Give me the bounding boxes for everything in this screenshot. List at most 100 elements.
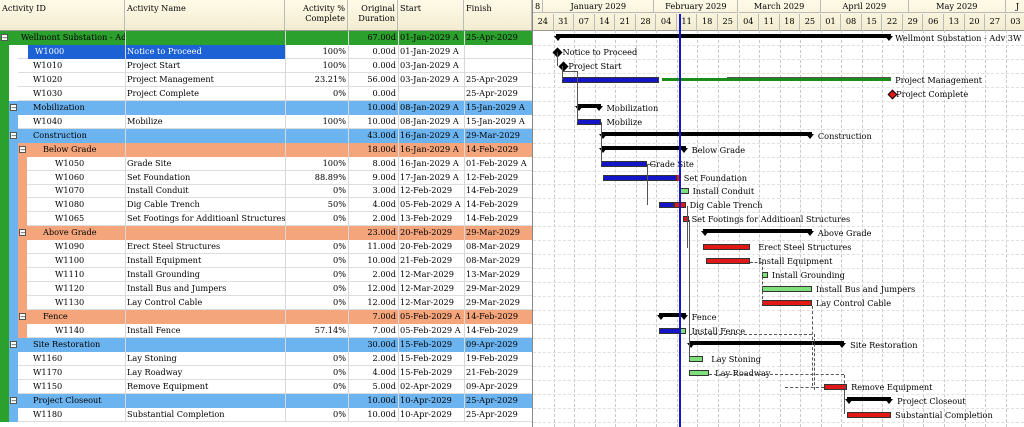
start-date-cell[interactable]: 05-Feb-2029 A bbox=[400, 311, 461, 321]
table-row[interactable]: W1140 Install Fence 57.14% 7.00d 05-Feb-2029… bbox=[0, 323, 532, 338]
table-row[interactable]: W1180 Substantial Completion 0% 10.00d 10-Ap… bbox=[0, 407, 532, 422]
start-date-cell[interactable]: 01-Jan-2029 A bbox=[400, 45, 459, 56]
finish-date-cell[interactable]: 15-Jan-2029 A bbox=[466, 101, 525, 112]
start-date-cell[interactable]: 03-Jan-2029 A bbox=[400, 73, 459, 84]
duration-cell[interactable]: 9.00d bbox=[372, 171, 396, 182]
start-date-cell[interactable]: 03-Jan-2029 A bbox=[400, 59, 459, 70]
duration-cell[interactable]: 0.00d bbox=[372, 87, 396, 98]
start-date-cell[interactable]: 08-Jan-2029 A bbox=[400, 115, 459, 126]
start-date-cell[interactable]: 15-Feb-2029 bbox=[400, 352, 453, 363]
table-row[interactable]: W1060 Set Foundation 88.89% 9.00d 17-Jan-202… bbox=[0, 170, 532, 185]
start-date-cell[interactable]: 01-Jan-2029 A bbox=[400, 32, 459, 42]
finish-date-cell[interactable]: 13-Mar-2029 bbox=[466, 269, 520, 280]
activity-name-cell[interactable] bbox=[125, 31, 285, 45]
activity-name-cell[interactable]: Grade Site bbox=[127, 157, 172, 168]
finish-date-cell[interactable]: 25-Apr-2029 bbox=[466, 87, 518, 98]
percent-complete-cell[interactable]: 0% bbox=[333, 185, 346, 196]
activity-name-cell[interactable]: Lay Stoning bbox=[127, 352, 177, 363]
finish-date-cell[interactable]: 12-Feb-2029 bbox=[466, 171, 519, 182]
percent-complete-cell[interactable]: 100% bbox=[322, 157, 346, 168]
table-row[interactable]: W1130 Lay Control Cable 0% 12.00d 12-Mar-202… bbox=[0, 296, 532, 311]
finish-date-cell[interactable]: 29-Mar-2029 bbox=[466, 227, 520, 238]
activity-name-cell[interactable] bbox=[125, 129, 285, 143]
data-date-line[interactable] bbox=[678, 14, 681, 427]
activity-name-cell[interactable] bbox=[125, 310, 285, 324]
duration-cell[interactable]: 5.00d bbox=[372, 380, 396, 391]
table-row[interactable]: W1020 Project Management 23.21% 56.00d 03-Ja… bbox=[0, 72, 532, 87]
start-date-cell[interactable]: 10-Apr-2029 bbox=[400, 408, 452, 419]
activity-id-cell[interactable]: W1080 bbox=[55, 199, 85, 210]
finish-date-cell[interactable]: 19-Feb-2029 bbox=[466, 352, 519, 363]
collapse-toggle-icon[interactable]: − bbox=[1, 34, 8, 42]
duration-cell[interactable]: 4.00d bbox=[372, 366, 396, 377]
percent-complete-cell[interactable]: 88.89% bbox=[314, 171, 346, 182]
percent-complete-cell[interactable] bbox=[285, 143, 348, 157]
start-date-cell[interactable]: 05-Feb-2029 A bbox=[400, 324, 461, 335]
percent-complete-cell[interactable]: 0% bbox=[333, 380, 346, 391]
table-row[interactable]: W1170 Lay Roadway 0% 4.00d 15-Feb-2029 21-Feb… bbox=[0, 365, 532, 380]
percent-complete-cell[interactable] bbox=[285, 226, 348, 240]
gantt-bar[interactable] bbox=[847, 411, 892, 418]
activity-name-cell[interactable] bbox=[125, 394, 285, 408]
activity-id-cell[interactable]: W1160 bbox=[33, 352, 63, 363]
activity-id-cell[interactable]: W1010 bbox=[33, 59, 63, 70]
finish-date-cell[interactable] bbox=[464, 59, 532, 73]
activity-id-cell[interactable]: Site Restoration bbox=[33, 338, 101, 349]
percent-complete-cell[interactable]: 50% bbox=[327, 199, 346, 210]
table-row[interactable]: W1065 Set Footings for Additioanl Structu… bbox=[0, 212, 532, 227]
finish-date-cell[interactable]: 08-Mar-2029 bbox=[466, 255, 520, 266]
table-row[interactable]: W1120 Install Bus and Jumpers 0% 12.00d 12-M… bbox=[0, 282, 532, 297]
col-header-percent-complete[interactable]: Activity % Complete bbox=[285, 0, 348, 30]
finish-date-cell[interactable]: 25-Apr-2029 bbox=[466, 394, 518, 405]
activity-name-cell[interactable] bbox=[125, 338, 285, 352]
duration-cell[interactable]: 3.00d bbox=[372, 185, 396, 196]
duration-cell[interactable]: 7.00d bbox=[372, 324, 396, 335]
start-date-cell[interactable]: 13-Feb-2029 bbox=[400, 213, 453, 224]
finish-date-cell[interactable]: 25-Apr-2029 bbox=[466, 32, 518, 42]
collapse-toggle-icon[interactable]: − bbox=[10, 340, 17, 349]
finish-date-cell[interactable]: 14-Feb-2029 bbox=[466, 143, 519, 154]
activity-name-cell[interactable]: Install Equipment bbox=[127, 255, 202, 266]
start-date-cell[interactable]: 16-Jan-2029 A bbox=[400, 157, 459, 168]
start-date-cell[interactable]: 12-Mar-2029 bbox=[400, 269, 454, 280]
activity-id-cell[interactable]: W1065 bbox=[55, 213, 85, 224]
percent-complete-cell[interactable] bbox=[285, 338, 348, 352]
percent-complete-cell[interactable]: 0% bbox=[333, 87, 346, 98]
duration-cell[interactable]: 18.00d bbox=[367, 143, 396, 154]
duration-cell[interactable]: 2.00d bbox=[372, 269, 396, 280]
finish-date-cell[interactable]: 21-Feb-2029 bbox=[466, 366, 519, 377]
duration-cell[interactable]: 11.00d bbox=[367, 241, 396, 252]
duration-cell[interactable]: 10.00d bbox=[367, 115, 396, 126]
percent-complete-cell[interactable]: 100% bbox=[322, 59, 346, 70]
wbs-row[interactable]: − Construction 43.00d 16-Jan-2029 A 29-Mar-2… bbox=[0, 128, 532, 143]
collapse-toggle-icon[interactable]: − bbox=[10, 396, 17, 405]
start-date-cell[interactable]: 15-Feb-2029 bbox=[400, 366, 453, 377]
activity-name-cell[interactable]: Set Foundation bbox=[127, 171, 191, 182]
activity-name-cell[interactable]: Project Complete bbox=[127, 87, 200, 98]
col-header-original-duration[interactable]: Original Duration bbox=[348, 0, 398, 30]
activity-id-cell[interactable]: W1050 bbox=[55, 157, 85, 168]
duration-cell[interactable]: 67.00d bbox=[367, 32, 396, 42]
percent-complete-cell[interactable] bbox=[285, 31, 348, 45]
finish-date-cell[interactable]: 25-Apr-2029 bbox=[466, 408, 518, 419]
gantt-bar[interactable] bbox=[703, 244, 751, 251]
activity-id-cell[interactable]: W1060 bbox=[55, 171, 85, 182]
wbs-row[interactable]: − Wellmont Substation - Adv 3W 67.00d 01-Ja… bbox=[0, 31, 532, 45]
activity-id-cell[interactable]: Construction bbox=[33, 129, 87, 140]
gantt-bar-remaining[interactable] bbox=[662, 77, 892, 81]
duration-cell[interactable]: 4.00d bbox=[372, 199, 396, 210]
finish-date-cell[interactable]: 14-Feb-2029 bbox=[466, 213, 519, 224]
percent-complete-cell[interactable]: 100% bbox=[322, 45, 346, 56]
wbs-row[interactable]: − Mobilization 10.00d 08-Jan-2029 A 15-Jan-2… bbox=[0, 100, 532, 115]
activity-id-cell[interactable]: W1130 bbox=[55, 297, 85, 308]
activity-id-cell[interactable]: W1020 bbox=[33, 73, 63, 84]
percent-complete-cell[interactable]: 0% bbox=[333, 241, 346, 252]
duration-cell[interactable]: 30.00d bbox=[367, 338, 396, 349]
percent-complete-cell[interactable] bbox=[285, 101, 348, 115]
gantt-bar[interactable] bbox=[682, 216, 689, 223]
gantt-bar[interactable] bbox=[577, 118, 601, 125]
start-date-cell[interactable]: 12-Mar-2029 bbox=[400, 283, 454, 294]
table-row[interactable]: W1160 Lay Stoning 0% 2.00d 15-Feb-2029 19-Feb… bbox=[0, 351, 532, 366]
activity-name-cell[interactable]: Mobilize bbox=[127, 115, 163, 126]
gantt-bar[interactable] bbox=[761, 286, 812, 293]
